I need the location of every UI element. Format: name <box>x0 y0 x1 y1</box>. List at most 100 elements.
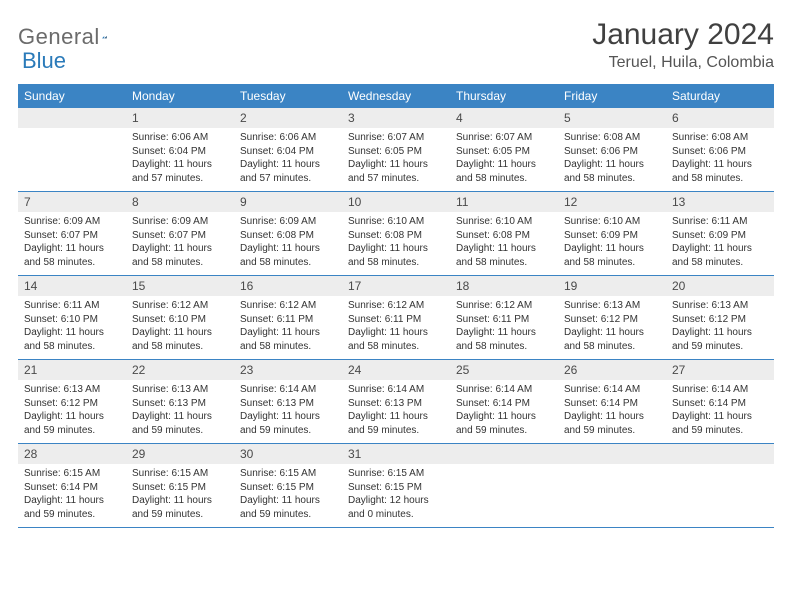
day-cell: 14Sunrise: 6:11 AMSunset: 6:10 PMDayligh… <box>18 276 126 360</box>
day-details: Sunrise: 6:12 AMSunset: 6:11 PMDaylight:… <box>450 296 558 359</box>
sunset-line: Sunset: 6:13 PM <box>132 397 228 411</box>
sunset-line: Sunset: 6:13 PM <box>348 397 444 411</box>
daylight-line: Daylight: 11 hours and 58 minutes. <box>240 242 336 269</box>
sunset-line: Sunset: 6:13 PM <box>240 397 336 411</box>
day-number: 3 <box>342 108 450 128</box>
day-details: Sunrise: 6:10 AMSunset: 6:09 PMDaylight:… <box>558 212 666 275</box>
day-cell: 8 Sunrise: 6:09 AMSunset: 6:07 PMDaylight… <box>126 192 234 276</box>
day-details: Sunrise: 6:12 AMSunset: 6:10 PMDaylight:… <box>126 296 234 359</box>
day-number: 17 <box>342 276 450 296</box>
sunset-line: Sunset: 6:09 PM <box>564 229 660 243</box>
day-cell: 11Sunrise: 6:10 AMSunset: 6:08 PMDayligh… <box>450 192 558 276</box>
day-number: 18 <box>450 276 558 296</box>
day-details: Sunrise: 6:14 AMSunset: 6:14 PMDaylight:… <box>450 380 558 443</box>
daylight-line: Daylight: 11 hours and 57 minutes. <box>348 158 444 185</box>
daylight-line: Daylight: 11 hours and 59 minutes. <box>24 494 120 521</box>
day-details: Sunrise: 6:15 AMSunset: 6:14 PMDaylight:… <box>18 464 126 527</box>
day-number: 24 <box>342 360 450 380</box>
weekday-header: Saturday <box>666 84 774 108</box>
day-number: 14 <box>18 276 126 296</box>
day-cell: 23Sunrise: 6:14 AMSunset: 6:13 PMDayligh… <box>234 360 342 444</box>
week-row: 14Sunrise: 6:11 AMSunset: 6:10 PMDayligh… <box>18 276 774 360</box>
sunrise-line: Sunrise: 6:12 AM <box>456 299 552 313</box>
week-row: 1Sunrise: 6:06 AMSunset: 6:04 PMDaylight… <box>18 108 774 192</box>
sunset-line: Sunset: 6:11 PM <box>240 313 336 327</box>
day-details: Sunrise: 6:07 AMSunset: 6:05 PMDaylight:… <box>342 128 450 191</box>
daylight-line: Daylight: 11 hours and 59 minutes. <box>672 410 768 437</box>
week-row: 28Sunrise: 6:15 AMSunset: 6:14 PMDayligh… <box>18 444 774 528</box>
daylight-line: Daylight: 11 hours and 58 minutes. <box>348 326 444 353</box>
sunset-line: Sunset: 6:08 PM <box>456 229 552 243</box>
sunrise-line: Sunrise: 6:12 AM <box>132 299 228 313</box>
sunrise-line: Sunrise: 6:14 AM <box>240 383 336 397</box>
day-number <box>450 444 558 464</box>
day-number: 9 <box>234 192 342 212</box>
weekday-header: Tuesday <box>234 84 342 108</box>
day-number: 16 <box>234 276 342 296</box>
day-number: 8 <box>126 192 234 212</box>
month-title: January 2024 <box>592 18 774 52</box>
day-number: 12 <box>558 192 666 212</box>
day-details: Sunrise: 6:13 AMSunset: 6:13 PMDaylight:… <box>126 380 234 443</box>
logo: General <box>18 18 130 50</box>
day-details: Sunrise: 6:15 AMSunset: 6:15 PMDaylight:… <box>234 464 342 527</box>
day-number: 4 <box>450 108 558 128</box>
day-details: Sunrise: 6:13 AMSunset: 6:12 PMDaylight:… <box>666 296 774 359</box>
day-number: 25 <box>450 360 558 380</box>
day-cell: 30Sunrise: 6:15 AMSunset: 6:15 PMDayligh… <box>234 444 342 528</box>
day-details: Sunrise: 6:06 AMSunset: 6:04 PMDaylight:… <box>126 128 234 191</box>
day-cell: 18Sunrise: 6:12 AMSunset: 6:11 PMDayligh… <box>450 276 558 360</box>
daylight-line: Daylight: 11 hours and 58 minutes. <box>564 158 660 185</box>
day-number <box>18 108 126 128</box>
day-details: Sunrise: 6:09 AMSunset: 6:07 PMDaylight:… <box>18 212 126 275</box>
daylight-line: Daylight: 11 hours and 58 minutes. <box>672 158 768 185</box>
day-details <box>666 464 774 522</box>
sunrise-line: Sunrise: 6:10 AM <box>348 215 444 229</box>
day-number: 23 <box>234 360 342 380</box>
sunrise-line: Sunrise: 6:15 AM <box>24 467 120 481</box>
day-cell: 9Sunrise: 6:09 AMSunset: 6:08 PMDaylight… <box>234 192 342 276</box>
day-cell: 4Sunrise: 6:07 AMSunset: 6:05 PMDaylight… <box>450 108 558 192</box>
day-details: Sunrise: 6:07 AMSunset: 6:05 PMDaylight:… <box>450 128 558 191</box>
daylight-line: Daylight: 11 hours and 59 minutes. <box>24 410 120 437</box>
sunset-line: Sunset: 6:15 PM <box>132 481 228 495</box>
day-cell: 26Sunrise: 6:14 AMSunset: 6:14 PMDayligh… <box>558 360 666 444</box>
calendar-table: Sunday Monday Tuesday Wednesday Thursday… <box>18 84 774 528</box>
daylight-line: Daylight: 11 hours and 58 minutes. <box>132 242 228 269</box>
sunrise-line: Sunrise: 6:09 AM <box>132 215 228 229</box>
sunrise-line: Sunrise: 6:11 AM <box>672 215 768 229</box>
sunrise-line: Sunrise: 6:14 AM <box>672 383 768 397</box>
day-cell: 2Sunrise: 6:06 AMSunset: 6:04 PMDaylight… <box>234 108 342 192</box>
day-details: Sunrise: 6:09 AMSunset: 6:08 PMDaylight:… <box>234 212 342 275</box>
sunrise-line: Sunrise: 6:13 AM <box>24 383 120 397</box>
day-cell: 25Sunrise: 6:14 AMSunset: 6:14 PMDayligh… <box>450 360 558 444</box>
day-details: Sunrise: 6:12 AMSunset: 6:11 PMDaylight:… <box>342 296 450 359</box>
day-details: Sunrise: 6:14 AMSunset: 6:13 PMDaylight:… <box>234 380 342 443</box>
day-details <box>450 464 558 522</box>
sunrise-line: Sunrise: 6:13 AM <box>672 299 768 313</box>
daylight-line: Daylight: 11 hours and 58 minutes. <box>456 158 552 185</box>
daylight-line: Daylight: 11 hours and 58 minutes. <box>456 326 552 353</box>
day-details: Sunrise: 6:13 AMSunset: 6:12 PMDaylight:… <box>558 296 666 359</box>
day-details: Sunrise: 6:10 AMSunset: 6:08 PMDaylight:… <box>342 212 450 275</box>
daylight-line: Daylight: 11 hours and 58 minutes. <box>24 326 120 353</box>
sunrise-line: Sunrise: 6:06 AM <box>240 131 336 145</box>
sunrise-line: Sunrise: 6:12 AM <box>348 299 444 313</box>
sunrise-line: Sunrise: 6:06 AM <box>132 131 228 145</box>
day-number: 22 <box>126 360 234 380</box>
day-cell: 17Sunrise: 6:12 AMSunset: 6:11 PMDayligh… <box>342 276 450 360</box>
day-number: 27 <box>666 360 774 380</box>
day-details: Sunrise: 6:15 AMSunset: 6:15 PMDaylight:… <box>126 464 234 527</box>
day-number: 30 <box>234 444 342 464</box>
sunset-line: Sunset: 6:14 PM <box>672 397 768 411</box>
day-cell: 6Sunrise: 6:08 AMSunset: 6:06 PMDaylight… <box>666 108 774 192</box>
day-details <box>18 128 126 186</box>
day-cell: 19Sunrise: 6:13 AMSunset: 6:12 PMDayligh… <box>558 276 666 360</box>
day-cell: 5Sunrise: 6:08 AMSunset: 6:06 PMDaylight… <box>558 108 666 192</box>
sunset-line: Sunset: 6:08 PM <box>240 229 336 243</box>
header: General January 2024 Teruel, Huila, Colo… <box>18 18 774 72</box>
sunrise-line: Sunrise: 6:14 AM <box>564 383 660 397</box>
sunset-line: Sunset: 6:07 PM <box>132 229 228 243</box>
day-number: 20 <box>666 276 774 296</box>
daylight-line: Daylight: 11 hours and 58 minutes. <box>24 242 120 269</box>
